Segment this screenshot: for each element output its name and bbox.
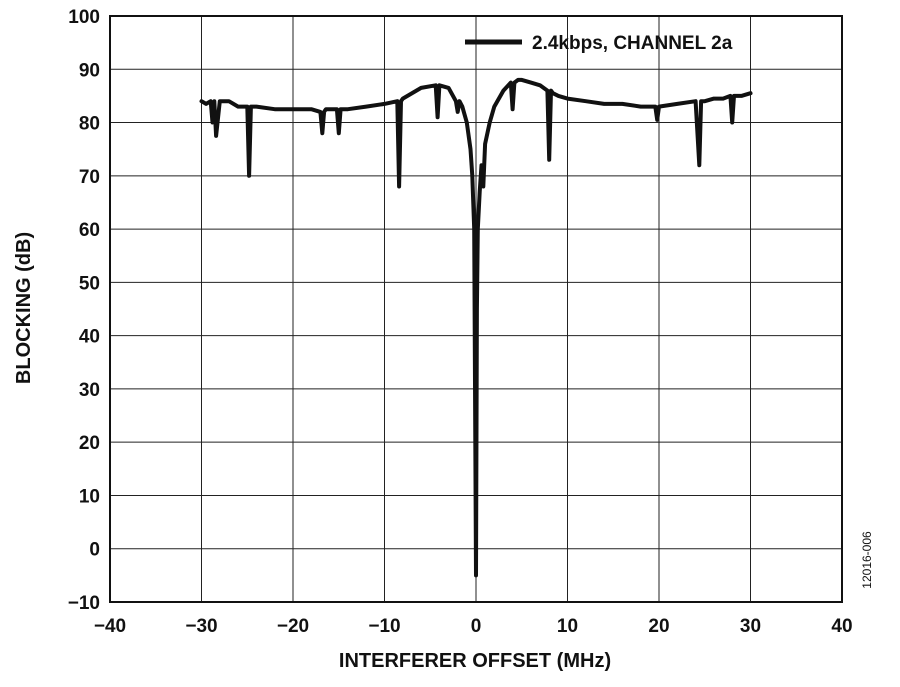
legend-label: 2.4kbps, CHANNEL 2a — [532, 33, 733, 54]
y-tick-label: 50 — [79, 273, 100, 294]
y-tick-label: 100 — [68, 7, 100, 28]
x-tick-label: −10 — [368, 616, 400, 637]
x-tick-label: −30 — [185, 616, 217, 637]
y-tick-label: −10 — [68, 593, 100, 614]
y-tick-label: 40 — [79, 327, 100, 348]
x-axis-title: INTERFERER OFFSET (MHz) — [339, 650, 611, 672]
y-tick-label: 70 — [79, 167, 100, 188]
x-tick-label: 30 — [740, 616, 761, 637]
series-layer — [199, 77, 753, 578]
x-tick-label: 0 — [471, 616, 482, 637]
y-tick-label: 80 — [79, 114, 100, 135]
plot-frame — [109, 15, 843, 603]
plot-border — [109, 15, 843, 603]
x-tick-label: −40 — [94, 616, 126, 637]
y-axis-title: BLOCKING (dB) — [13, 232, 35, 384]
x-tick-label: 20 — [648, 616, 669, 637]
y-tick-label: 90 — [79, 60, 100, 81]
legend: 2.4kbps, CHANNEL 2a — [465, 33, 733, 54]
x-tick-label: −20 — [277, 616, 309, 637]
x-tick-label: 40 — [831, 616, 852, 637]
x-axis-ticks: −40 −30 −20 −10 0 10 20 30 40 — [94, 616, 853, 637]
x-tick-label: 10 — [557, 616, 578, 637]
figure-id: 12016-006 — [860, 531, 874, 589]
y-tick-label: 0 — [89, 540, 100, 561]
series-line — [199, 77, 753, 578]
y-tick-label: 30 — [79, 380, 100, 401]
y-axis-ticks: −10 0 10 20 30 40 50 60 70 80 90 100 — [68, 7, 100, 614]
y-tick-label: 20 — [79, 433, 100, 454]
y-tick-label: 10 — [79, 486, 100, 507]
y-tick-label: 60 — [79, 220, 100, 241]
